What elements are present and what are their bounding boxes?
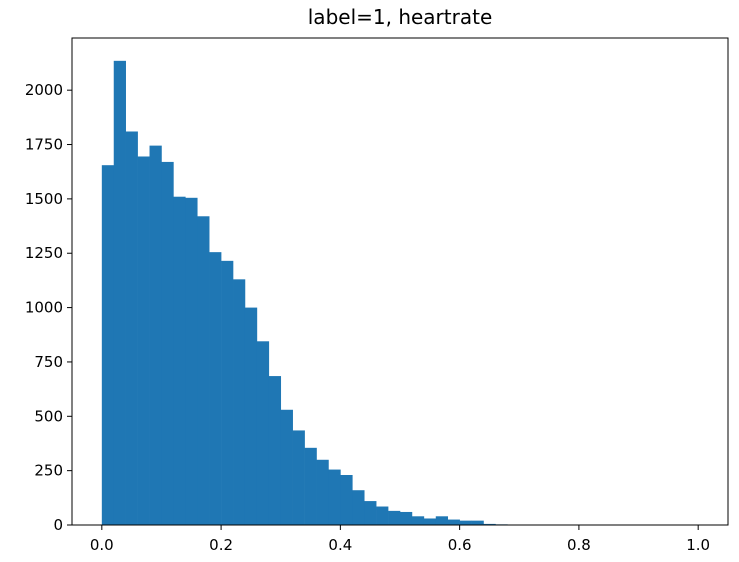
y-tick-label: 0 (53, 516, 63, 534)
histogram-bar (101, 165, 115, 525)
histogram-bar (316, 459, 329, 525)
bars-group (101, 60, 699, 526)
histogram-bar (280, 409, 293, 525)
histogram-bar (244, 307, 258, 525)
histogram-bar (340, 475, 353, 525)
histogram-bar (352, 490, 365, 525)
histogram-bar (185, 197, 198, 526)
histogram-bar (173, 196, 186, 525)
histogram-bar (233, 279, 246, 525)
histogram-bar (435, 516, 449, 525)
x-tick-label: 0.0 (90, 536, 114, 554)
histogram-bar (364, 501, 377, 525)
histogram-bar (459, 520, 472, 525)
histogram-bar (328, 469, 341, 525)
histogram-bar (137, 156, 150, 526)
histogram-bar (423, 518, 437, 525)
x-axis: 0.0 0.2 0.4 0.6 0.8 1.0 (90, 525, 710, 554)
histogram-bar (471, 520, 484, 525)
histogram-bar (209, 252, 222, 525)
histogram-bar (483, 523, 496, 525)
y-tick-label: 750 (34, 353, 63, 371)
chart-title: label=1, heartrate (308, 5, 493, 29)
histogram-bar (221, 260, 234, 525)
x-tick-label: 0.8 (567, 536, 591, 554)
x-tick-label: 0.2 (209, 536, 233, 554)
histogram-bar (161, 161, 174, 526)
histogram-bar (113, 60, 126, 525)
y-tick-label: 2000 (25, 81, 63, 99)
histogram-bar (447, 519, 460, 525)
histogram-bar (256, 341, 270, 525)
histogram-bar (400, 511, 413, 525)
x-tick-label: 0.6 (448, 536, 472, 554)
y-axis: 0 250 500 750 1000 1250 1500 1750 2000 (25, 81, 72, 534)
y-tick-label: 250 (34, 462, 63, 480)
x-tick-label: 1.0 (686, 536, 710, 554)
histogram-bar (125, 131, 138, 526)
y-tick-label: 1500 (25, 190, 63, 208)
y-tick-label: 1000 (25, 299, 63, 317)
histogram-bar (268, 376, 282, 525)
histogram-bar (411, 516, 425, 525)
histogram-bar (388, 510, 401, 525)
histogram-bar (292, 430, 305, 525)
y-tick-label: 500 (34, 407, 63, 425)
y-tick-label: 1750 (25, 136, 63, 154)
x-tick-label: 0.4 (328, 536, 352, 554)
histogram-bar (304, 447, 317, 525)
histogram-bar (197, 216, 210, 525)
y-tick-label: 1250 (25, 244, 63, 262)
axes-frame (71, 37, 729, 526)
histogram-bar (149, 145, 162, 525)
histogram-bar (376, 506, 389, 525)
